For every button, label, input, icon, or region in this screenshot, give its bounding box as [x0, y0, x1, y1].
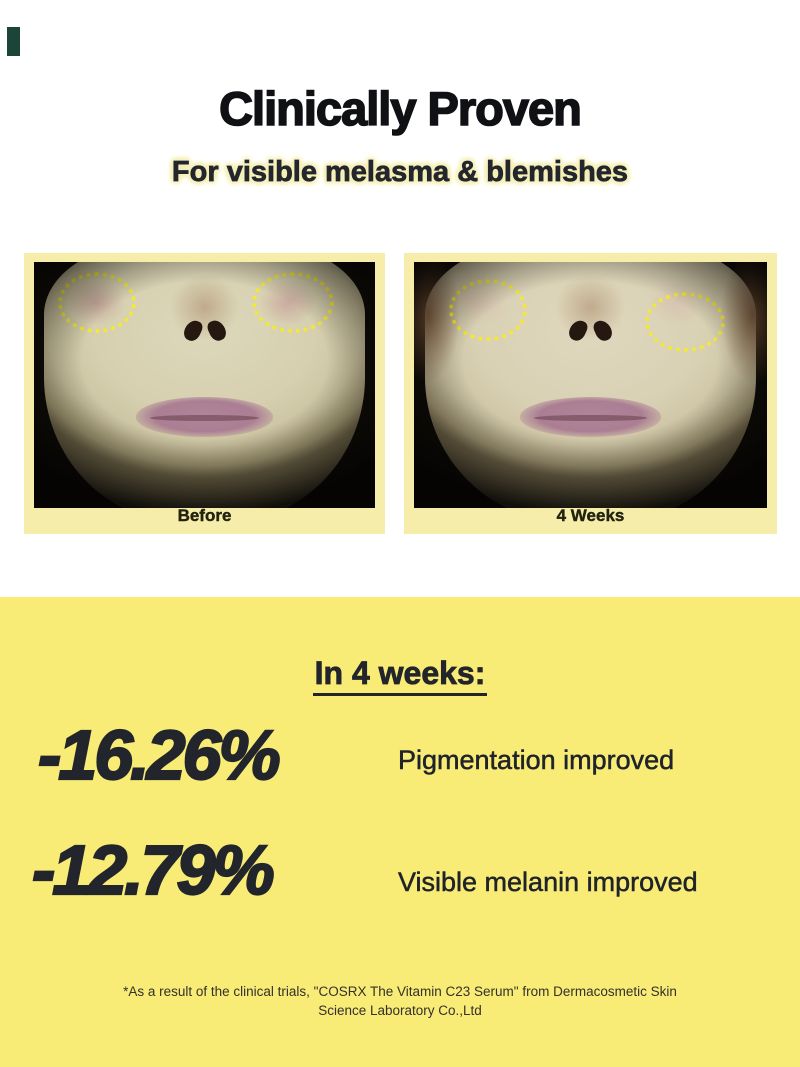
stat-label-melanin: Visible melanin improved	[398, 867, 698, 898]
lip-line	[534, 414, 647, 421]
lips	[519, 397, 662, 437]
stat-label-pigmentation: Pigmentation improved	[398, 745, 675, 776]
after-panel: 4 Weeks	[404, 253, 777, 534]
disclaimer-line-1: *As a result of the clinical trials, "CO…	[123, 984, 677, 999]
before-panel: Before	[24, 253, 385, 534]
hair-right	[721, 262, 767, 383]
nose	[170, 274, 239, 341]
highlight-circle-right	[645, 291, 725, 352]
pigmentation-spot-right	[259, 279, 318, 326]
nostril-right	[591, 317, 616, 344]
highlight-circle-right	[252, 271, 335, 334]
pigmentation-spot-right	[646, 279, 707, 326]
face-illustration	[424, 262, 757, 508]
nose	[555, 274, 626, 341]
highlight-circle-left	[57, 271, 137, 334]
lips	[136, 397, 273, 437]
disclaimer-line-2: Science Laboratory Co.,Ltd	[318, 1003, 482, 1018]
nostril-right	[205, 317, 229, 343]
before-label: Before	[177, 506, 232, 525]
page-title: Clinically Proven	[218, 82, 582, 135]
lip-line	[149, 414, 260, 421]
stat-value-pigmentation: -16.26%	[37, 716, 282, 794]
nostril-left	[566, 317, 590, 344]
face-illustration	[44, 262, 365, 508]
pigmentation-spot-left	[68, 279, 127, 326]
top-left-artifact	[7, 27, 20, 56]
highlight-circle-left	[449, 279, 527, 341]
after-photo	[414, 262, 767, 508]
after-label: 4 Weeks	[556, 506, 625, 525]
nostril-left	[181, 317, 204, 343]
before-photo	[34, 262, 375, 508]
clinical-disclaimer: *As a result of the clinical trials, "CO…	[0, 982, 800, 1020]
stat-value-melanin: -12.79%	[31, 831, 276, 909]
pigmentation-spot-left	[449, 279, 510, 326]
results-section: In 4 weeks: -16.26% Pigmentation improve…	[0, 597, 800, 1067]
hair-left	[414, 262, 460, 383]
subtitle: For visible melasma & blemishes	[171, 156, 629, 188]
results-heading: In 4 weeks:	[312, 657, 488, 696]
